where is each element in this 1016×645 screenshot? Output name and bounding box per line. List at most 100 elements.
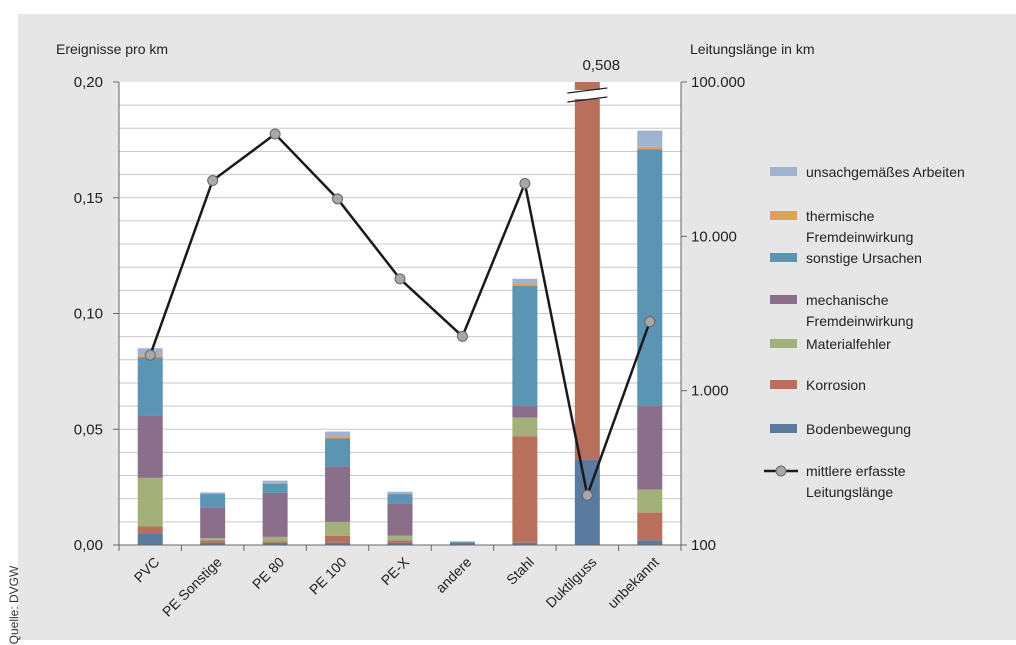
bar-segment: [637, 146, 663, 150]
bar-segment: [325, 438, 351, 467]
bar-segment: [574, 82, 600, 460]
legend-swatch: [770, 295, 797, 304]
bar-segment: [200, 494, 226, 508]
bar-segment: [137, 357, 163, 416]
legend-swatch: [770, 380, 797, 389]
bar-segment: [137, 477, 163, 527]
y-left-tick-label: 0,20: [74, 74, 103, 91]
bar-segment: [387, 494, 413, 504]
bar-segment: [512, 283, 538, 286]
bar-segment: [512, 417, 538, 437]
y-left-tick-label: 0,00: [74, 537, 103, 554]
y-right-tick-label: 1.000: [691, 383, 729, 400]
bar-segment: [200, 507, 226, 539]
bar-segment: [512, 542, 538, 545]
bar-segment: [512, 285, 538, 407]
legend-label: Fremdeinwirkung: [806, 313, 913, 329]
bar-segment: [637, 149, 663, 407]
bar-segment: [262, 542, 288, 545]
line-point: [269, 128, 281, 140]
legend-swatch: [770, 211, 797, 220]
bar-segment: [325, 535, 351, 543]
y-left-tick-label: 0,05: [74, 421, 103, 438]
line-point: [581, 489, 593, 501]
legend-swatch: [770, 339, 797, 348]
x-tick-label: PE Sonstige: [159, 554, 225, 620]
x-tick-label: PE-X: [378, 553, 413, 588]
legend-label: mechanische: [806, 292, 889, 308]
bar-segment: [200, 492, 226, 495]
x-tick-label: unbekannt: [604, 554, 662, 612]
bar-segment: [137, 533, 163, 545]
legend-swatch: [770, 167, 797, 176]
bar-segment: [200, 538, 226, 541]
y-right-tick-label: 100: [691, 537, 716, 554]
break-value-label: 0,508: [583, 57, 621, 74]
x-tick-label: Stahl: [503, 554, 537, 588]
legend-label: Bodenbewegung: [806, 421, 911, 437]
legend-label: Leitungslänge: [806, 484, 893, 500]
y-axis-left-label: Ereignisse pro km: [56, 41, 168, 57]
legend-label: Fremdeinwirkung: [806, 229, 913, 245]
bar-segment: [387, 491, 413, 495]
line-point: [519, 177, 531, 189]
line-point: [207, 175, 219, 187]
axis-break-line: [567, 96, 608, 103]
bar-segment: [262, 482, 288, 484]
x-tick-label: PVC: [131, 554, 163, 586]
bar-segment: [200, 540, 226, 543]
legend-label: mittlere erfasste: [806, 463, 906, 479]
bar-segment: [512, 278, 538, 284]
legend-marker: [775, 465, 787, 477]
bars-group: 0,508: [137, 57, 663, 545]
line-point: [644, 316, 656, 328]
y-right-tick-label: 100.000: [691, 74, 745, 91]
bar-segment: [449, 541, 475, 543]
bar-segment: [637, 489, 663, 513]
legend-swatch: [770, 253, 797, 262]
bar-segment: [512, 406, 538, 418]
bar-segment: [325, 521, 351, 536]
bar-segment: [637, 540, 663, 545]
bar-segment: [387, 503, 413, 536]
y-left-tick-label: 0,15: [74, 190, 103, 207]
line-point: [394, 273, 406, 285]
bar-segment: [387, 542, 413, 545]
x-tick-label: PE 100: [306, 554, 350, 598]
bar-segment: [200, 542, 226, 545]
line-point: [144, 349, 156, 361]
x-tick-label: PE 80: [249, 554, 287, 592]
bar-segment: [449, 542, 475, 545]
bar-segment: [387, 540, 413, 543]
legend-label: thermische: [806, 208, 875, 224]
bar-segment: [325, 436, 351, 439]
line-series-group: [144, 128, 656, 501]
axis-break-line: [567, 87, 608, 94]
legend-label: Materialfehler: [806, 336, 891, 352]
y-right-tick-label: 10.000: [691, 228, 737, 245]
bar-segment: [262, 492, 288, 537]
y-axis-right-label: Leitungslänge in km: [690, 41, 815, 57]
bar-segment: [325, 466, 351, 522]
axis-break: [567, 90, 608, 99]
y-left-tick-label: 0,10: [74, 306, 103, 323]
legend-label: sonstige Ursachen: [806, 250, 922, 266]
legend: unsachgemäßes Arbeiten thermische Fremdein…: [764, 164, 965, 500]
line-point: [332, 193, 344, 205]
bar-segment: [137, 415, 163, 478]
legend-label: Korrosion: [806, 377, 866, 393]
bar-segment: [262, 483, 288, 493]
bar-segment: [262, 541, 288, 543]
x-tick-label: Duktilguss: [542, 554, 599, 611]
bar-segment: [637, 130, 663, 147]
bar-segment: [262, 536, 288, 542]
bar-segment: [387, 535, 413, 541]
bar-segment: [637, 406, 663, 490]
bar-segment: [262, 480, 288, 483]
line-point: [456, 330, 468, 342]
legend-label: unsachgemäßes Arbeiten: [806, 164, 965, 180]
bar-segment: [512, 436, 538, 543]
x-tick-label: andere: [432, 554, 474, 596]
bar-segment: [325, 431, 351, 437]
